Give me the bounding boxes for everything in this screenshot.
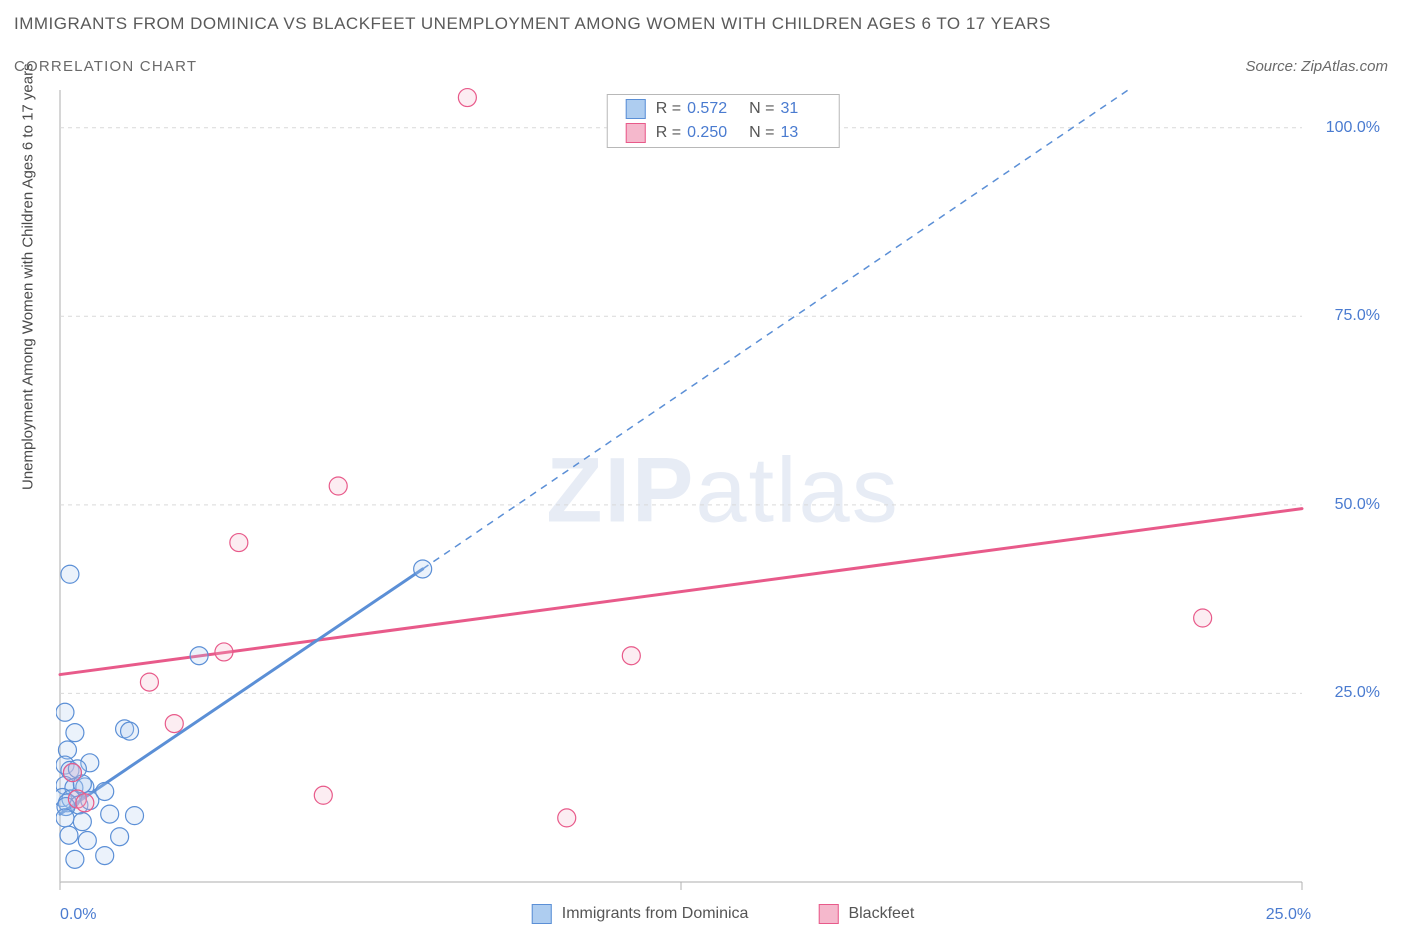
- y-tick-label: 25.0%: [1335, 684, 1380, 702]
- r-value-series-b: 0.250: [687, 124, 727, 142]
- legend-row-series-a: R = 0.572 N = 31: [608, 97, 839, 121]
- chart-title-main: IMMIGRANTS FROM DOMINICA VS BLACKFEET UN…: [14, 14, 1051, 34]
- y-tick-label: 75.0%: [1335, 307, 1380, 325]
- chart-title-sub: CORRELATION CHART: [14, 58, 197, 75]
- n-value-series-a: 31: [780, 100, 798, 118]
- swatch-series-a: [626, 99, 646, 119]
- legend-item-series-a: Immigrants from Dominica: [532, 904, 749, 924]
- swatch-series-b-bottom: [818, 904, 838, 924]
- source-attribution: Source: ZipAtlas.com: [1245, 58, 1388, 75]
- series-a-name: Immigrants from Dominica: [562, 905, 749, 923]
- series-b-name: Blackfeet: [848, 905, 914, 923]
- y-tick-label: 100.0%: [1326, 119, 1380, 137]
- scatter-plot: [56, 86, 1390, 896]
- legend-series-names: Immigrants from Dominica Blackfeet: [532, 904, 915, 924]
- chart-area: ZIPatlas R = 0.572 N = 31 R = 0.250 N = …: [56, 86, 1390, 896]
- legend-item-series-b: Blackfeet: [818, 904, 914, 924]
- r-value-series-a: 0.572: [687, 100, 727, 118]
- x-tick-label: 25.0%: [1266, 906, 1311, 924]
- legend-row-series-b: R = 0.250 N = 13: [608, 121, 839, 145]
- swatch-series-a-bottom: [532, 904, 552, 924]
- y-axis-label: Unemployment Among Women with Children A…: [20, 63, 37, 490]
- legend-correlation-box: R = 0.572 N = 31 R = 0.250 N = 13: [607, 94, 840, 148]
- n-value-series-b: 13: [780, 124, 798, 142]
- swatch-series-b: [626, 123, 646, 143]
- y-tick-label: 50.0%: [1335, 496, 1380, 514]
- x-tick-label: 0.0%: [60, 906, 96, 924]
